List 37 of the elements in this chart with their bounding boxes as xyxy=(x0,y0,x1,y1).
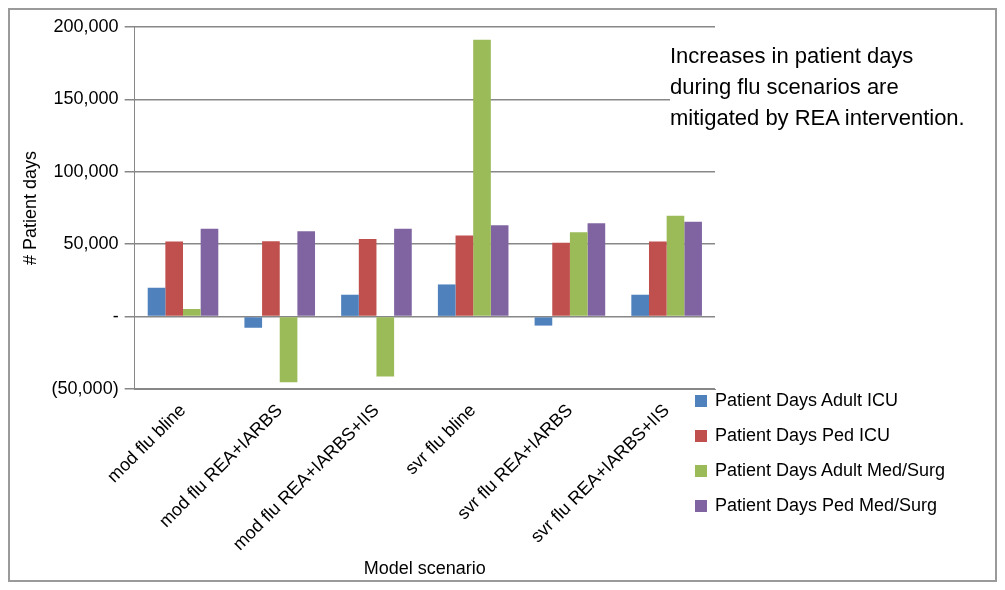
bar xyxy=(358,238,377,316)
y-tick-label: 150,000 xyxy=(53,88,119,109)
y-tick-label: 100,000 xyxy=(53,160,119,181)
bar xyxy=(262,241,280,316)
legend-label: Patient Days Ped Med/Surg xyxy=(715,495,938,516)
bar xyxy=(569,232,588,316)
bar xyxy=(587,223,606,316)
bar xyxy=(394,228,412,316)
bar xyxy=(534,317,553,326)
bar xyxy=(684,221,702,316)
bar xyxy=(341,294,359,316)
bar xyxy=(147,287,166,316)
bar xyxy=(455,235,474,316)
y-tick-label: (50,000) xyxy=(51,378,119,399)
bar xyxy=(648,241,667,316)
bar xyxy=(552,242,570,316)
bar xyxy=(244,317,263,328)
bar xyxy=(297,231,316,316)
bar xyxy=(183,308,201,316)
bar xyxy=(165,241,184,316)
bar xyxy=(376,317,395,377)
bar xyxy=(200,228,219,316)
bar xyxy=(490,225,509,316)
annotation: Increases in patient days during flu scenarios are mitigated by REA intervention. xyxy=(670,40,975,133)
bar xyxy=(631,294,649,316)
y-tick-label: - xyxy=(112,305,119,326)
y-tick-label: 200,000 xyxy=(53,15,119,36)
x-axis-title: Model scenario xyxy=(363,558,486,579)
bar xyxy=(279,317,298,383)
legend-label: Patient Days Adult Med/Surg xyxy=(715,460,946,481)
bar xyxy=(666,215,685,316)
y-tick-label: 50,000 xyxy=(63,233,119,254)
legend-label: Patient Days Ped ICU xyxy=(715,425,891,446)
y-axis-title: # Patient days xyxy=(19,150,40,265)
bar xyxy=(437,284,456,316)
bar xyxy=(473,39,491,316)
legend-label: Patient Days Adult ICU xyxy=(715,390,899,411)
